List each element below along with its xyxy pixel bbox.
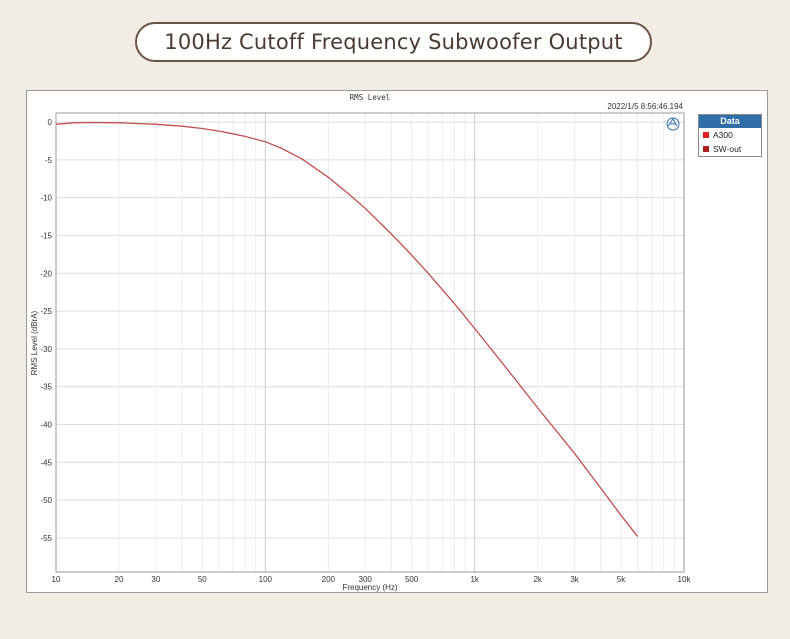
y-tick-label: -25 (40, 307, 52, 316)
y-tick-label: 0 (48, 118, 53, 127)
y-tick-label: -5 (45, 156, 53, 165)
x-tick-labels: 10 20 30 50 100 200 300 500 1k 2k 3k 5k 10k (52, 575, 692, 584)
x-tick-label: 5k (617, 575, 626, 584)
minor-gridlines (118, 113, 675, 572)
y-tick-label: -30 (40, 345, 52, 354)
y-tick-label: -15 (40, 232, 52, 241)
x-tick-label: 50 (198, 575, 207, 584)
y-tick-label: -20 (40, 269, 52, 278)
legend: Data A300 SW-out (698, 114, 762, 157)
y-tick-label: -40 (40, 421, 52, 430)
legend-item: A300 (699, 128, 761, 142)
legend-label: A300 (713, 130, 733, 140)
y-tick-label: -35 (40, 383, 52, 392)
y-tick-label: -45 (40, 458, 52, 467)
legend-title: Data (699, 115, 761, 128)
y-tick-labels: 0 -5 -10 -15 -20 -25 -30 -35 -40 -45 -50 -55 (40, 118, 52, 543)
plot-area-frame (55, 112, 685, 573)
series-line (55, 121, 639, 537)
page-title: 100Hz Cutoff Frequency Subwoofer Output (164, 30, 623, 54)
x-tick-label: 20 (115, 575, 124, 584)
x-tick-label: 1k (470, 575, 479, 584)
title-banner: 100Hz Cutoff Frequency Subwoofer Output (135, 22, 652, 62)
y-tick-label: -55 (40, 534, 52, 543)
x-tick-label: 3k (570, 575, 579, 584)
x-tick-label: 2k (533, 575, 542, 584)
y-axis-label: RMS Level (dBrA) (30, 310, 39, 375)
legend-item: SW-out (699, 142, 761, 156)
x-tick-label: 200 (322, 575, 336, 584)
chart-title: RMS Level (350, 93, 391, 102)
x-tick-label: 300 (359, 575, 373, 584)
x-tick-label: 500 (405, 575, 419, 584)
major-gridlines (56, 113, 684, 572)
legend-swatch (703, 132, 709, 138)
y-tick-label: -10 (40, 194, 52, 203)
x-tick-label: 10k (678, 575, 692, 584)
x-tick-label: 100 (259, 575, 273, 584)
y-tick-label: -50 (40, 496, 52, 505)
x-tick-label: 30 (151, 575, 160, 584)
chart-timestamp: 2022/1/5 8:56:46.194 (607, 102, 683, 111)
x-tick-label: 10 (52, 575, 61, 584)
legend-label: SW-out (713, 144, 742, 154)
legend-swatch (703, 146, 709, 152)
ap-logo-icon (666, 117, 680, 131)
x-axis-label: Frequency (Hz) (342, 583, 397, 592)
chart-panel (26, 90, 768, 593)
